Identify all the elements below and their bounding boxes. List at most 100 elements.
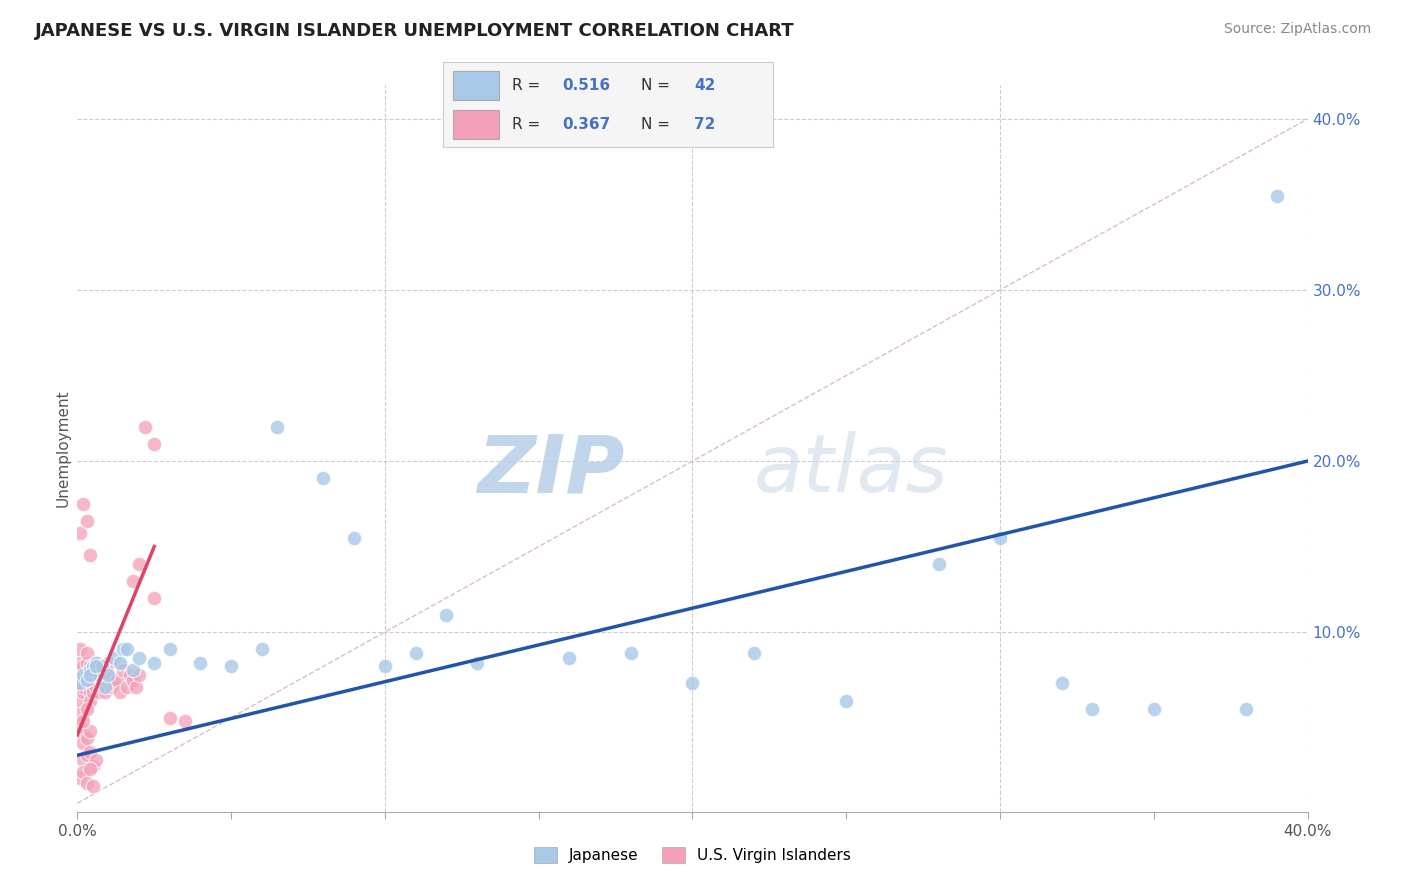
Point [128,557,150,571]
Text: atlas: atlas [754,431,949,509]
Point [72,673,94,687]
Point [82,779,104,793]
Point [436,607,458,622]
Point [84,680,107,694]
Point [69,676,91,690]
Point [69,642,91,657]
Point [76,775,98,789]
Point [69,771,91,785]
Point [82,680,104,694]
Point [72,753,94,767]
Point [121,574,143,588]
Point [76,646,98,660]
Point [84,673,107,687]
Point [100,680,122,694]
Point [266,420,288,434]
Point [125,680,148,694]
Point [128,668,150,682]
Point [115,642,138,657]
Point [159,711,181,725]
Point [72,668,94,682]
Point [79,668,101,682]
Point [94,673,117,687]
Point [90,676,114,690]
Legend: Japanese, U.S. Virgin Islanders: Japanese, U.S. Virgin Islanders [529,841,856,870]
Point [250,642,273,657]
Point [72,685,94,699]
Point [76,748,98,763]
Point [1081,702,1104,716]
Text: ZIP: ZIP [478,431,624,509]
Point [76,676,98,690]
Point [405,646,427,660]
Text: 0.516: 0.516 [562,78,610,93]
Point [143,591,166,605]
Point [79,745,101,759]
Point [79,663,101,677]
Point [72,497,94,511]
Point [1050,676,1073,690]
Point [94,685,117,699]
Point [87,685,110,699]
Point [76,702,98,716]
Point [69,707,91,722]
Point [72,765,94,780]
Point [343,531,366,545]
Point [620,646,643,660]
Point [79,762,101,776]
Point [835,693,858,707]
Text: N =: N = [641,117,675,132]
Point [69,656,91,670]
Point [79,548,101,562]
Point [97,668,120,682]
Point [72,714,94,728]
Point [87,668,110,682]
Point [69,668,91,682]
Point [87,668,110,682]
Point [103,676,125,690]
Point [84,659,107,673]
Point [87,659,110,673]
Text: JAPANESE VS U.S. VIRGIN ISLANDER UNEMPLOYMENT CORRELATION CHART: JAPANESE VS U.S. VIRGIN ISLANDER UNEMPLO… [35,22,794,40]
Point [69,719,91,733]
Point [112,663,135,677]
Point [121,663,143,677]
Point [742,646,765,660]
Point [76,656,98,670]
Text: 72: 72 [695,117,716,132]
Text: Source: ZipAtlas.com: Source: ZipAtlas.com [1223,22,1371,37]
Point [84,656,107,670]
Point [134,420,156,434]
Point [72,736,94,750]
Point [110,685,132,699]
Y-axis label: Unemployment: Unemployment [55,390,70,507]
Point [1143,702,1166,716]
Point [159,642,181,657]
Point [103,650,125,665]
Point [72,659,94,673]
Point [110,656,132,670]
Point [79,724,101,739]
Point [94,680,117,694]
Point [143,437,166,451]
Point [682,676,704,690]
Point [84,656,107,670]
Point [82,659,104,673]
Point [1234,702,1257,716]
Point [79,685,101,699]
Point [79,673,101,687]
Point [82,659,104,673]
Point [79,693,101,707]
Point [143,656,166,670]
Point [928,557,950,571]
Text: R =: R = [512,117,546,132]
Point [72,728,94,742]
Point [79,659,101,673]
Point [188,656,212,670]
Point [90,659,114,673]
Point [219,659,242,673]
Point [112,642,135,657]
Text: 42: 42 [695,78,716,93]
Point [84,753,107,767]
Point [82,668,104,682]
